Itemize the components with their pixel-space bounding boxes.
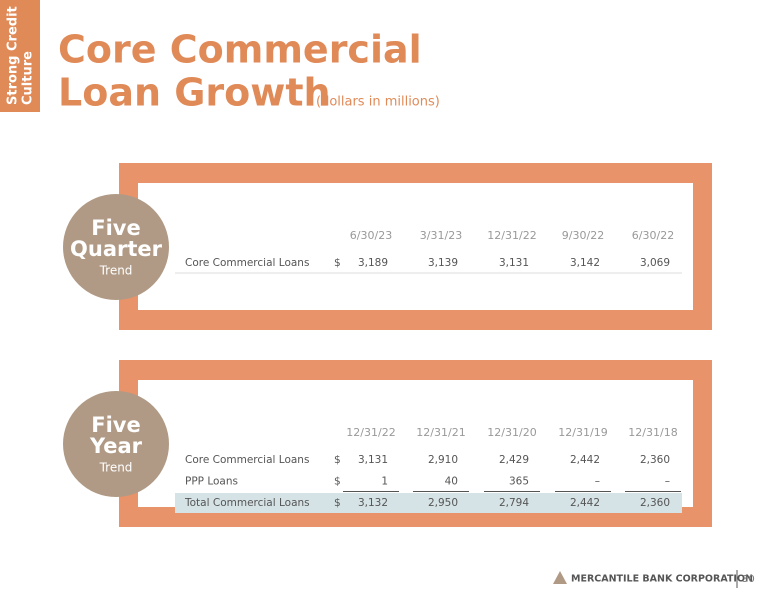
- panel-inner: [138, 183, 693, 310]
- badge: [63, 194, 169, 300]
- badge: [63, 391, 169, 497]
- column-header: 12/31/21: [416, 426, 465, 439]
- sidebar-text: Culture: [21, 51, 36, 105]
- cell-value: 2,360: [640, 497, 670, 509]
- title: Core Commercial: [58, 28, 422, 72]
- cell-value: 2,910: [428, 454, 458, 466]
- cell-value: 2,360: [640, 454, 670, 466]
- column-header: 6/30/23: [350, 229, 392, 242]
- subtitle: (dollars in millions): [316, 95, 440, 110]
- column-header: 9/30/22: [562, 229, 604, 242]
- currency: $: [334, 257, 341, 269]
- cell-value: 3,069: [640, 257, 670, 269]
- cell-value: 2,442: [570, 497, 600, 509]
- panel-inner: [138, 380, 693, 507]
- badge-title: Quarter: [70, 237, 163, 261]
- badge-title: Five: [91, 413, 140, 437]
- badge-title: Year: [89, 434, 143, 458]
- cell-value: 365: [509, 476, 529, 488]
- column-header: 3/31/23: [420, 229, 462, 242]
- cell-value: 2,950: [428, 497, 458, 509]
- column-header: 12/31/22: [346, 426, 395, 439]
- cell-value: 3,139: [428, 257, 458, 269]
- cell-value: –: [595, 476, 600, 488]
- column-header: 6/30/22: [632, 229, 674, 242]
- total-row-bg: [175, 493, 682, 513]
- footer-company: MERCANTILE BANK CORPORATION: [571, 574, 753, 585]
- cell-value: 3,132: [358, 497, 388, 509]
- currency: $: [334, 454, 341, 466]
- cell-value: 3,189: [358, 257, 388, 269]
- cell-value: 2,442: [570, 454, 600, 466]
- sidebar-tab: [0, 0, 40, 112]
- cell-value: 3,131: [499, 257, 529, 269]
- column-header: 12/31/18: [628, 426, 677, 439]
- row-label: Total Commercial Loans: [184, 497, 310, 509]
- badge-title: Five: [91, 216, 140, 240]
- cell-value: 2,429: [499, 454, 529, 466]
- page-number: 30: [742, 574, 755, 585]
- logo-icon: [553, 571, 567, 584]
- sidebar-text: Strong Credit: [6, 6, 21, 105]
- row-label: Core Commercial Loans: [185, 257, 309, 269]
- column-header: 12/31/19: [558, 426, 607, 439]
- currency: $: [334, 476, 341, 488]
- badge-subtitle: Trend: [99, 461, 133, 475]
- cell-value: 40: [445, 476, 458, 488]
- cell-value: 3,131: [358, 454, 388, 466]
- cell-value: –: [665, 476, 670, 488]
- cell-value: 1: [381, 476, 388, 488]
- column-header: 12/31/22: [487, 229, 536, 242]
- column-header: 12/31/20: [487, 426, 536, 439]
- row-label: Core Commercial Loans: [185, 454, 309, 466]
- cell-value: 3,142: [570, 257, 600, 269]
- currency: $: [334, 497, 341, 509]
- cell-value: 2,794: [499, 497, 529, 509]
- title: Loan Growth: [58, 71, 331, 115]
- badge-subtitle: Trend: [99, 264, 133, 278]
- row-label: PPP Loans: [185, 476, 238, 488]
